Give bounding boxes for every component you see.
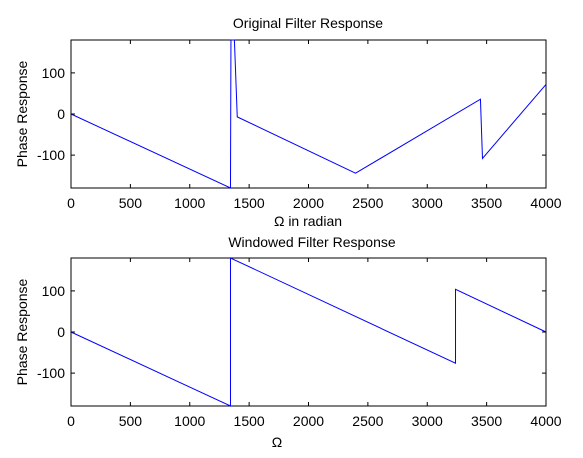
y-tick-label: -100 — [37, 365, 65, 381]
x-tick-label: 4000 — [530, 195, 561, 211]
x-tick-label: 3500 — [471, 413, 502, 429]
x-tick-label: 4000 — [530, 413, 561, 429]
x-tick-label: 500 — [119, 413, 143, 429]
plot-area-windowed — [70, 257, 547, 407]
x-tick-label: 2500 — [352, 195, 383, 211]
x-tick-label: 3000 — [412, 413, 443, 429]
y-tick-label: 0 — [57, 106, 65, 122]
y-axis-label-windowed: Phase Response — [14, 278, 30, 385]
subplot-original: Original Filter Response 0 500 1000 1500 200… — [14, 15, 562, 229]
y-tick-label: 0 — [57, 324, 65, 340]
x-tick-label: 3500 — [471, 195, 502, 211]
chart-title-original: Original Filter Response — [233, 15, 383, 31]
series-group-windowed — [70, 257, 547, 407]
x-tick-label: 3000 — [412, 195, 443, 211]
y-tick-label: 100 — [42, 65, 66, 81]
x-tick-label: 2500 — [352, 413, 383, 429]
chart-title-windowed: Windowed Filter Response — [228, 234, 396, 250]
x-tick-label: 1500 — [234, 413, 265, 429]
subplot-windowed: Windowed Filter Response 0 500 1000 1500 200… — [14, 234, 562, 450]
x-axis-label-windowed: Ω — [272, 434, 282, 450]
x-tick-label: 2000 — [293, 413, 324, 429]
x-tick-label: 2000 — [293, 195, 324, 211]
y-tick-label: 100 — [42, 283, 66, 299]
x-tick-label: 1500 — [234, 195, 265, 211]
phase-series-line-original — [70, 39, 547, 189]
x-tick-label: 1000 — [174, 195, 205, 211]
y-axis-label-original: Phase Response — [14, 60, 30, 167]
x-tick-label: 500 — [119, 195, 143, 211]
x-tick-label: 0 — [67, 413, 75, 429]
plot-area-original — [70, 39, 547, 189]
phase-series-line-windowed — [70, 257, 547, 407]
y-tick-label: -100 — [37, 147, 65, 163]
x-axis-label-original: Ω in radian — [274, 213, 342, 229]
x-tick-label: 1000 — [174, 413, 205, 429]
series-group-original — [70, 39, 547, 189]
x-tick-label: 0 — [67, 195, 75, 211]
